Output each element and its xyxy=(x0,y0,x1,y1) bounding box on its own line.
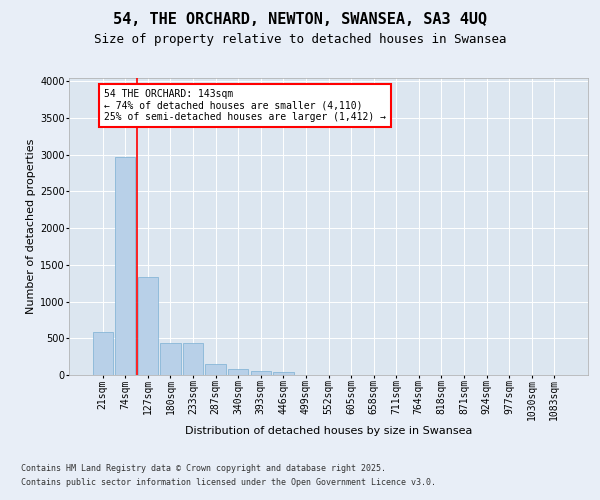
Text: Contains public sector information licensed under the Open Government Licence v3: Contains public sector information licen… xyxy=(21,478,436,487)
Bar xyxy=(160,344,181,375)
Bar xyxy=(183,344,203,375)
Text: Size of property relative to detached houses in Swansea: Size of property relative to detached ho… xyxy=(94,32,506,46)
Bar xyxy=(138,276,158,375)
Text: 54 THE ORCHARD: 143sqm
← 74% of detached houses are smaller (4,110)
25% of semi-: 54 THE ORCHARD: 143sqm ← 74% of detached… xyxy=(104,88,386,122)
Text: 54, THE ORCHARD, NEWTON, SWANSEA, SA3 4UQ: 54, THE ORCHARD, NEWTON, SWANSEA, SA3 4U… xyxy=(113,12,487,28)
Text: Contains HM Land Registry data © Crown copyright and database right 2025.: Contains HM Land Registry data © Crown c… xyxy=(21,464,386,473)
Bar xyxy=(228,370,248,375)
Bar xyxy=(251,371,271,375)
Bar xyxy=(273,372,293,375)
Y-axis label: Number of detached properties: Number of detached properties xyxy=(26,138,36,314)
Bar xyxy=(92,332,113,375)
Bar xyxy=(205,364,226,375)
X-axis label: Distribution of detached houses by size in Swansea: Distribution of detached houses by size … xyxy=(185,426,472,436)
Bar xyxy=(115,157,136,375)
